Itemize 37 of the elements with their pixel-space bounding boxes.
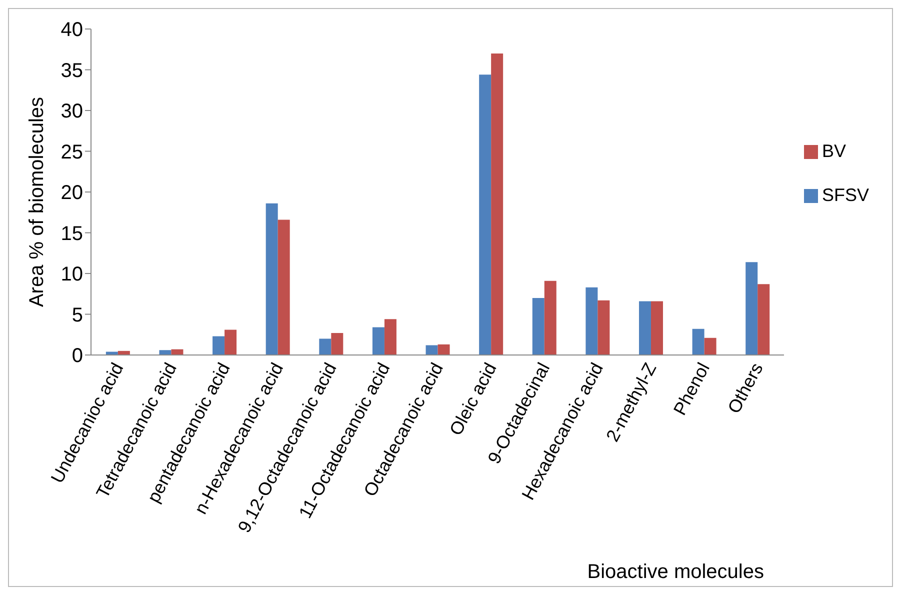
bar	[638, 301, 651, 355]
y-tick-label: 20	[60, 182, 83, 204]
bar	[224, 330, 237, 355]
bar	[319, 338, 332, 355]
bar	[491, 53, 504, 355]
bar	[746, 262, 758, 355]
bar	[266, 203, 278, 355]
y-tick-label: 15	[60, 222, 83, 245]
y-tick-label: 35	[60, 60, 83, 82]
bar	[704, 338, 716, 355]
bar	[479, 74, 492, 355]
bar	[331, 332, 344, 355]
bar	[212, 336, 225, 355]
legend-label: BV	[822, 141, 846, 161]
bar	[159, 350, 172, 355]
bar	[650, 301, 663, 355]
bar	[426, 345, 438, 355]
bar	[278, 220, 290, 355]
y-tick-label: 25	[60, 141, 83, 164]
y-tick-label: 10	[60, 264, 83, 286]
bar	[758, 284, 770, 355]
y-tick-label: 30	[60, 100, 83, 123]
y-axis-title: Area % of biomolecules	[26, 96, 48, 308]
bar	[106, 352, 118, 355]
bar	[532, 298, 544, 355]
y-tick-label: 0	[72, 345, 83, 368]
y-tick-label: 40	[60, 19, 83, 42]
legend-label: SFSV	[822, 185, 869, 205]
y-tick-label: 5	[72, 304, 83, 326]
bar	[598, 300, 610, 355]
bar	[586, 287, 598, 355]
bar	[692, 328, 704, 355]
bar	[372, 327, 384, 355]
x-axis-title: Bioactive molecules	[587, 561, 764, 583]
bar	[438, 344, 450, 355]
bar	[544, 280, 556, 355]
bar	[384, 319, 396, 355]
